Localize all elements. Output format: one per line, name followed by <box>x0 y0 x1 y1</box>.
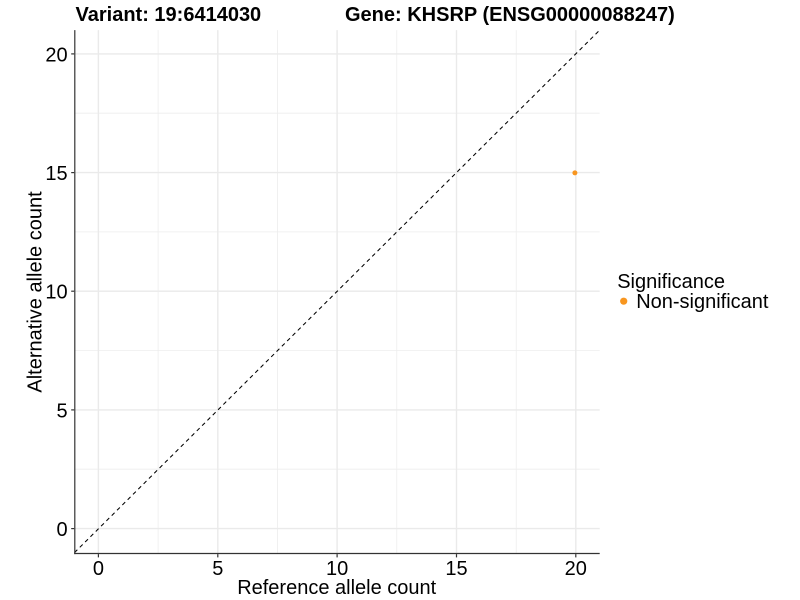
svg-text:15: 15 <box>445 558 467 580</box>
svg-text:0: 0 <box>93 558 104 580</box>
svg-text:0: 0 <box>56 519 67 541</box>
svg-text:10: 10 <box>45 282 67 304</box>
svg-text:5: 5 <box>56 400 67 422</box>
svg-text:Gene: KHSRP (ENSG00000088247): Gene: KHSRP (ENSG00000088247) <box>345 4 675 26</box>
svg-text:15: 15 <box>45 163 67 185</box>
svg-text:Significance: Significance <box>617 271 725 293</box>
svg-text:5: 5 <box>212 558 223 580</box>
svg-text:20: 20 <box>45 44 67 66</box>
svg-text:20: 20 <box>565 558 587 580</box>
svg-text:10: 10 <box>326 558 348 580</box>
svg-text:Alternative allele count: Alternative allele count <box>24 191 46 393</box>
svg-text:Reference allele count: Reference allele count <box>237 577 436 599</box>
svg-text:Variant: 19:6414030: Variant: 19:6414030 <box>76 4 262 26</box>
svg-text:Non-significant: Non-significant <box>636 291 769 313</box>
